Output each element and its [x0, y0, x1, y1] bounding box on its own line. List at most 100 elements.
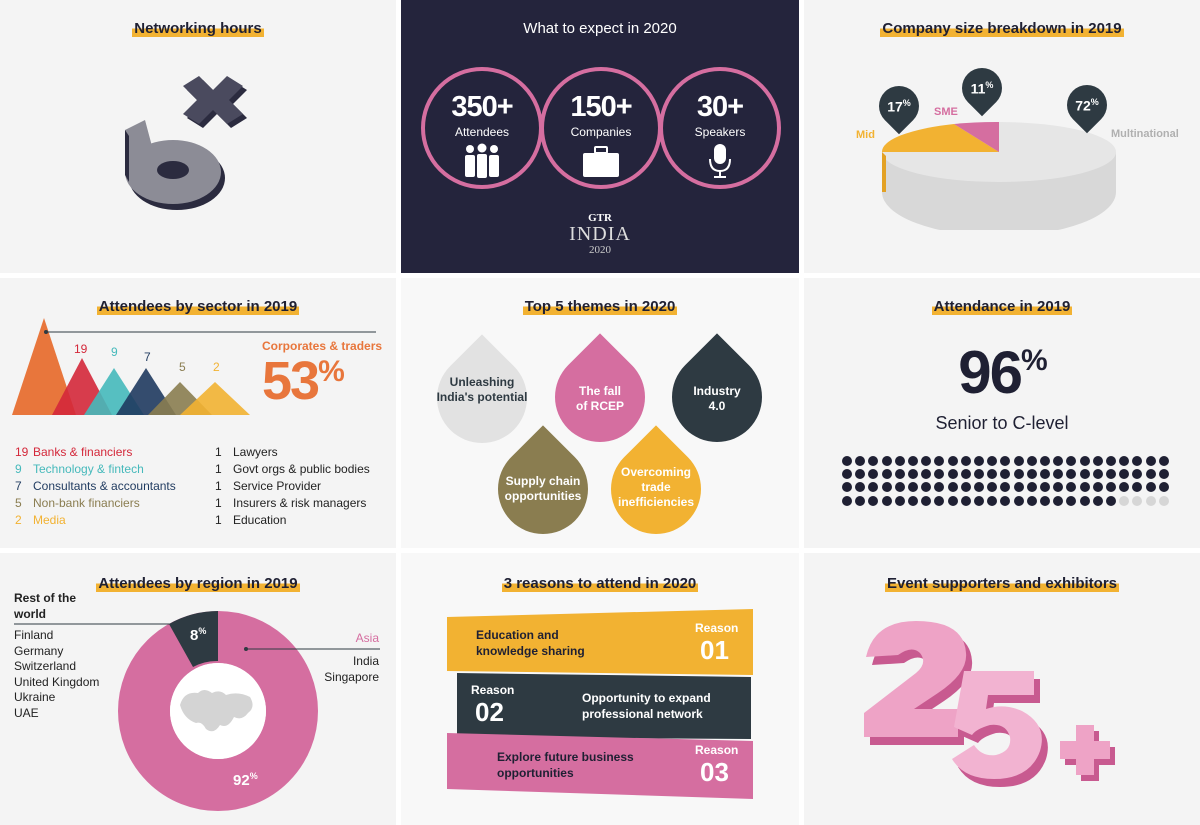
legend-nonbank: 5 Non-bank financiers — [15, 496, 140, 510]
attendance-dot-filled — [934, 456, 945, 466]
reason-2-text: Opportunity to expand professional netwo… — [582, 691, 711, 721]
theme-label-4: Supply chain opportunities — [504, 474, 582, 503]
stat-companies: 150+ Companies — [540, 67, 662, 189]
attendance-dot-filled — [1158, 482, 1169, 493]
attendance-dot-filled — [1013, 482, 1024, 493]
attendance-dot-filled — [1092, 495, 1103, 506]
theme-label-3: Industry 4.0 — [693, 384, 741, 413]
attendance-dot-filled — [1000, 495, 1011, 506]
people-icon — [465, 143, 499, 178]
attendance-dot-filled — [1066, 495, 1077, 506]
country-item: Ukraine — [14, 690, 56, 704]
attendance-dot-filled — [868, 482, 879, 493]
logo-main: INDIA — [569, 223, 631, 245]
networking-panel: Networking hours — [0, 0, 396, 273]
attendance-dot-filled — [1158, 469, 1169, 480]
attendance-dot-filled — [960, 482, 971, 493]
attendance-dot-filled — [894, 456, 905, 466]
attendance-dot-filled — [934, 482, 945, 493]
reason-2-tag: Reason — [471, 683, 515, 697]
attendance-dot-filled — [1092, 456, 1103, 466]
expect-title: What to expect in 2020 — [523, 20, 677, 37]
stat-value: 30+ — [696, 91, 744, 123]
attendance-dot-filled — [987, 456, 998, 466]
attendance-dot-filled — [1119, 456, 1130, 466]
stat-label: Speakers — [694, 125, 746, 139]
attendance-dot-filled — [934, 495, 945, 506]
attendance-dot-filled — [987, 469, 998, 480]
country-item: Singapore — [324, 669, 379, 684]
expect-panel: What to expect in 2020 350+ Attendees 15… — [401, 0, 799, 273]
attendance-dot-filled — [894, 495, 905, 506]
reason-3-number: 03 — [700, 757, 729, 787]
attendance-dot-filled — [855, 482, 866, 493]
asia-leader-line — [244, 647, 380, 651]
legend-govt: 1 Govt orgs & public bodies — [215, 462, 370, 476]
attendance-dot-filled — [1040, 456, 1050, 466]
attendance-dot-filled — [868, 456, 879, 466]
peak-value-nonbank: 5 — [179, 360, 186, 374]
attendance-title: Attendance in 2019 — [931, 298, 1073, 315]
attendance-dot-filled — [1026, 469, 1037, 480]
reason-2-number: 02 — [475, 697, 504, 727]
attendance-dot-filled — [1158, 456, 1169, 466]
attendance-dot-filled — [1145, 456, 1156, 466]
attendance-dot-filled — [855, 469, 866, 480]
attendance-dot-empty — [1119, 495, 1130, 506]
sector-leader-line — [46, 331, 376, 333]
theme-label-2: The fall of RCEP — [576, 384, 624, 413]
stat-attendees: 350+ Attendees — [421, 67, 543, 189]
attendance-dot-filled — [1053, 469, 1064, 480]
attendance-dot-filled — [1145, 469, 1156, 480]
attendance-dot-filled — [1026, 482, 1037, 493]
attendance-dot-filled — [908, 495, 918, 506]
attendance-dot-filled — [842, 482, 852, 493]
attendance-dot-filled — [1079, 482, 1090, 493]
supporters-title: Event supporters and exhibitors — [884, 575, 1120, 592]
attendance-dot-filled — [934, 469, 945, 480]
attendance-dot-filled — [842, 469, 852, 480]
asia-percent: 92% — [233, 771, 258, 789]
attendance-dot-filled — [960, 495, 971, 506]
attendance-dot-filled — [1040, 495, 1050, 506]
attendance-dot-filled — [1092, 469, 1103, 480]
attendance-dot-filled — [1106, 495, 1116, 506]
attendance-dot-filled — [921, 495, 932, 506]
logo-year: 2020 — [589, 244, 611, 256]
legend-media: 2 Media — [15, 513, 66, 527]
pie-slice-mid — [881, 124, 999, 152]
attendance-dot-filled — [1106, 456, 1116, 466]
attendance-dot-filled — [1013, 456, 1024, 466]
attendance-dot-filled — [1026, 456, 1037, 466]
attendance-dot-filled — [947, 469, 958, 480]
stat-speakers: 30+ Speakers — [659, 67, 781, 189]
attendance-dot-filled — [855, 456, 866, 466]
attendance-dot-filled — [1119, 482, 1130, 493]
attendance-dot-filled — [947, 482, 958, 493]
asia-country-list: India Singapore — [324, 654, 379, 685]
attendance-dot-filled — [974, 469, 984, 480]
attendance-dot-filled — [881, 469, 892, 480]
attendance-dot-filled — [894, 469, 905, 480]
attendance-dot-filled — [1013, 469, 1024, 480]
world-map-icon — [180, 690, 253, 732]
attendance-dot-filled — [1106, 469, 1116, 480]
peak-value-media: 2 — [213, 360, 220, 374]
attendance-dot-filled — [1132, 456, 1143, 466]
rest-leader-line — [14, 623, 194, 626]
attendance-dot-filled — [1066, 456, 1077, 466]
six-times-graphic — [125, 76, 247, 210]
sector-panel: Attendees by sector in 2019 19 9 7 5 2 C… — [0, 278, 396, 548]
attendance-dot-filled — [1000, 469, 1011, 480]
attendance-dot-filled — [855, 495, 866, 506]
attendance-dot-filled — [960, 456, 971, 466]
attendance-dot-filled — [1132, 482, 1143, 493]
attendance-dot-filled — [1013, 495, 1024, 506]
attendance-dot-filled — [987, 495, 998, 506]
attendance-dot-filled — [1092, 482, 1103, 493]
pin-mid-value: 17% — [887, 98, 911, 115]
legend-banks: 19 Banks & financiers — [15, 445, 133, 459]
attendance-dot-filled — [974, 456, 984, 466]
attendance-dot-filled — [921, 469, 932, 480]
attendance-dot-filled — [894, 482, 905, 493]
